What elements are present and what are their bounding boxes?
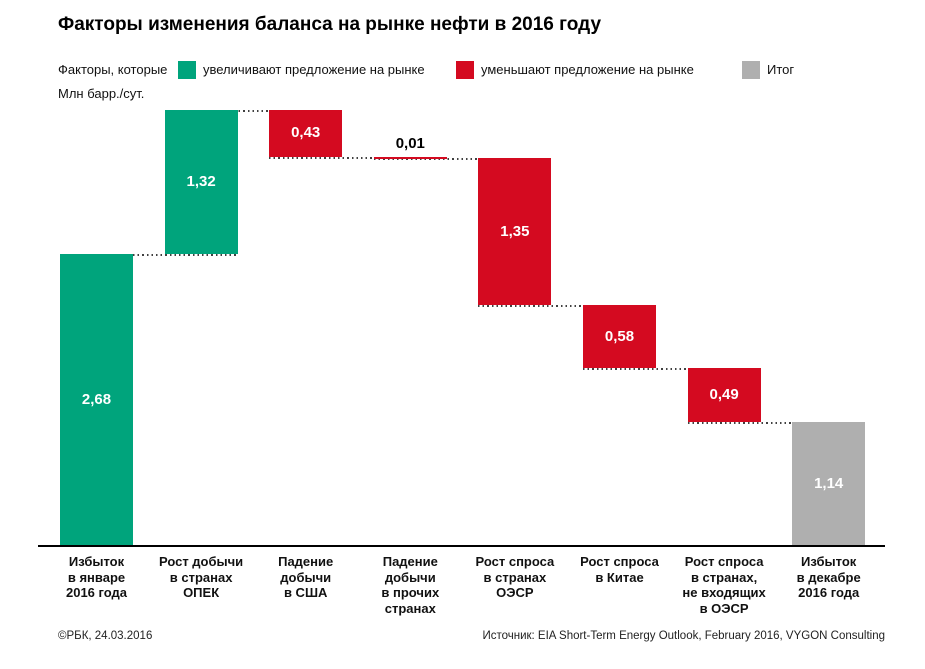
legend-item-label: Итог bbox=[767, 62, 795, 77]
bar-value-label: 0,43 bbox=[291, 124, 321, 142]
waterfall-connector-line bbox=[478, 305, 583, 308]
legend-swatch-decrease bbox=[456, 60, 474, 79]
waterfall-bar-8 bbox=[792, 421, 866, 546]
waterfall-bar-3 bbox=[269, 110, 343, 157]
legend-item-total: Итог bbox=[742, 60, 794, 79]
waterfall-connector-line bbox=[687, 421, 793, 424]
bar-value-label: 0,49 bbox=[709, 386, 739, 404]
legend-item-decrease: уменьшают предложение на рынке bbox=[456, 60, 694, 79]
waterfall-bar-1 bbox=[60, 253, 133, 546]
x-axis-category-label: Рост спроса в странах, не входящих в ОЭСР bbox=[682, 554, 766, 616]
waterfall-bar-4 bbox=[373, 156, 447, 160]
x-axis-category-label: Рост спроса в странах ОЭСР bbox=[475, 554, 555, 600]
waterfall-bar-5 bbox=[478, 157, 552, 306]
bar-value-label: 0,58 bbox=[604, 327, 635, 345]
waterfall-bar-7 bbox=[687, 368, 761, 422]
chart-title: Факторы изменения баланса на рынке нефти… bbox=[58, 14, 602, 35]
bar-value-label: 2,68 bbox=[81, 390, 112, 408]
x-axis-category-label: Рост спроса в Китае bbox=[580, 554, 659, 585]
legend-swatch-increase bbox=[178, 60, 196, 79]
legend-item-label: увеличивают предложение на рынке bbox=[203, 62, 425, 77]
bar-value-label: 1,32 bbox=[186, 172, 216, 190]
bar-value-label: 0,01 bbox=[395, 134, 425, 152]
x-axis-category-label: Падение добычи в США bbox=[278, 554, 334, 600]
x-axis-line bbox=[38, 545, 885, 547]
bar-value-label: 1,14 bbox=[814, 474, 844, 492]
bar-value-label: 1,35 bbox=[500, 222, 530, 240]
legend-item-increase: увеличивают предложение на рынке bbox=[178, 60, 425, 79]
legend-item-label: уменьшают предложение на рынке bbox=[481, 62, 694, 77]
legend: Факторы, которые увеличивают предложение… bbox=[0, 60, 925, 79]
x-axis-category-label: Рост добычи в странах ОПЕК bbox=[158, 554, 244, 600]
waterfall-connector-line bbox=[269, 156, 374, 159]
source-text: Источник: EIA Short-Term Energy Outlook,… bbox=[482, 630, 885, 642]
y-axis-units-label: Млн барр./сут. bbox=[58, 86, 145, 101]
x-axis-category-label: Избыток в декабре 2016 года bbox=[796, 554, 861, 600]
x-axis-category-label: Падение добычи в прочих странах bbox=[381, 554, 440, 616]
waterfall-bar-2 bbox=[164, 110, 238, 254]
legend-prefix: Факторы, которые bbox=[58, 62, 168, 77]
copyright-text: ©РБК, 24.03.2016 bbox=[58, 630, 153, 642]
waterfall-connector-line bbox=[133, 253, 238, 256]
waterfall-bar-6 bbox=[583, 305, 656, 369]
waterfall-connector-line bbox=[583, 368, 688, 371]
legend-swatch-total bbox=[742, 60, 760, 79]
x-axis-category-label: Избыток в январе 2016 года bbox=[65, 554, 128, 600]
